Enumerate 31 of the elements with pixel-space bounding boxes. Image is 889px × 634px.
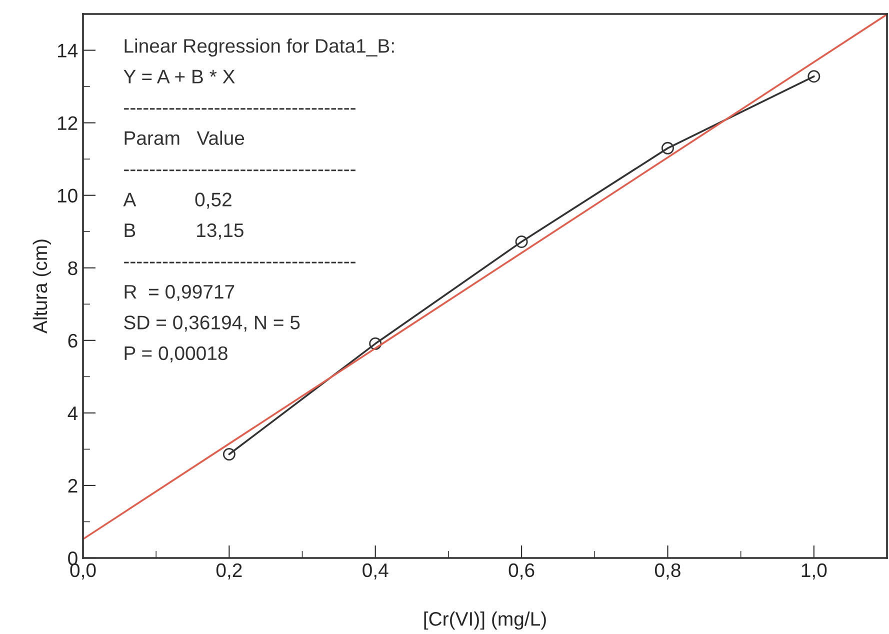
y-tick-label: 2 xyxy=(68,478,78,493)
y-tick-label: 12 xyxy=(58,116,78,130)
annotation: ------------------------------------ xyxy=(124,262,356,264)
x-tick-label: 0,2 xyxy=(216,563,242,580)
annotation: B 13,15 xyxy=(124,223,244,240)
point xyxy=(515,236,528,248)
annotation: Param Value xyxy=(124,130,244,145)
x-tick-label: 0,0 xyxy=(70,563,96,580)
point xyxy=(661,142,674,154)
annotation: A 0,52 xyxy=(123,192,232,209)
annotation: SD = 0,36194, N = 5 xyxy=(124,316,300,332)
y-tick-label: 4 xyxy=(68,406,78,420)
annotation: Linear Regression for Data1_B: xyxy=(124,38,394,57)
y-tick-label: 14 xyxy=(58,44,78,58)
x-tick-label: 0,6 xyxy=(508,563,534,580)
y-tick-label: 10 xyxy=(58,188,78,203)
y-tick-label: 8 xyxy=(68,261,78,276)
x-tick-label: 0,4 xyxy=(362,563,388,580)
annotation: P = 0,00018 xyxy=(124,346,228,362)
point xyxy=(369,337,382,350)
x-tick-label: 0,8 xyxy=(654,563,680,580)
annotation: ------------------------------------ xyxy=(124,170,356,172)
annotation: ------------------------------------ xyxy=(124,108,356,110)
x-tick-label: 1,0 xyxy=(802,563,827,580)
point xyxy=(222,448,236,461)
y-tick-label: 6 xyxy=(68,334,78,348)
x-axis-title: [Cr(VI)] (mg/L) xyxy=(424,612,546,630)
annotation: Y = A + B * X xyxy=(124,70,235,84)
point xyxy=(808,70,820,83)
annotation: R = 0,99717 xyxy=(124,284,234,301)
y-axis-title: Altura (cm) xyxy=(32,240,51,334)
